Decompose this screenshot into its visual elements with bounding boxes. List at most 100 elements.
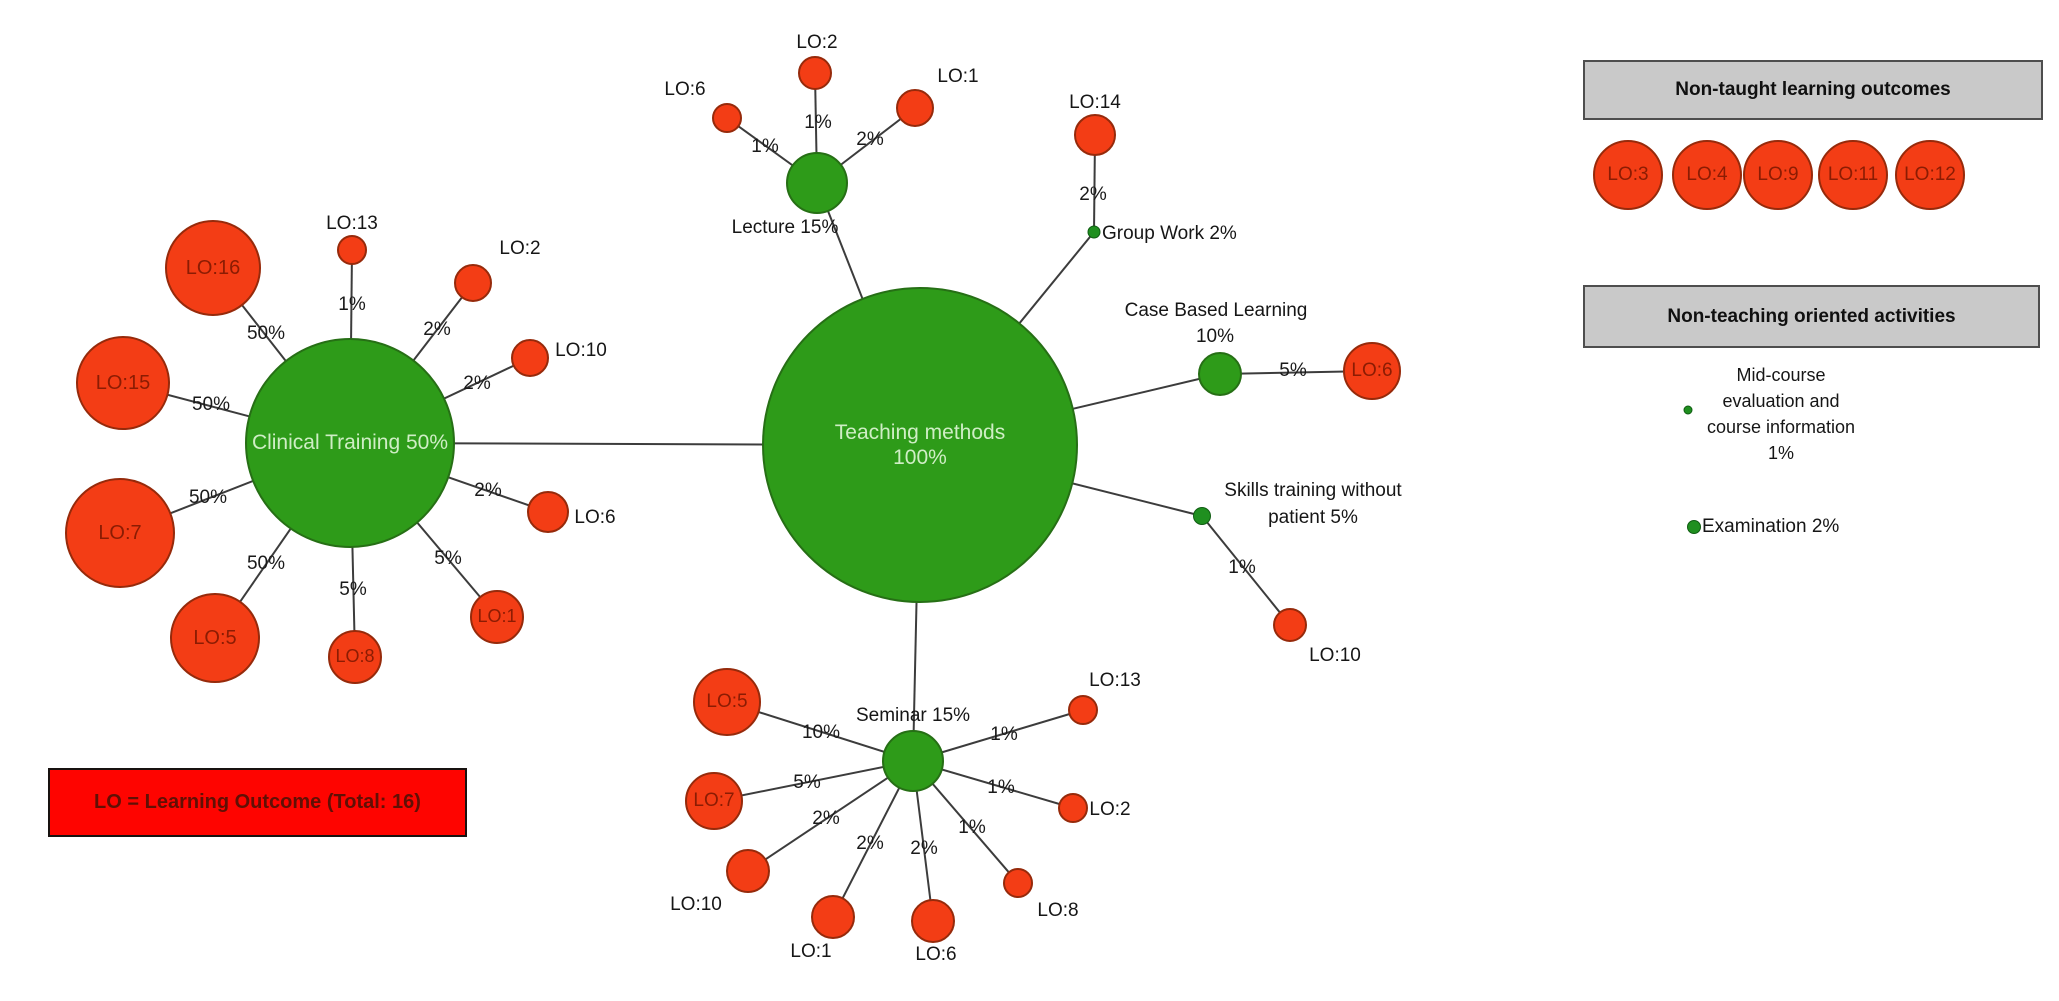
lo-label: LO:7: [98, 522, 142, 544]
node-legend-lo9: LO:9: [1743, 140, 1813, 210]
label-seminar-lo8: LO:8: [1037, 900, 1079, 921]
node-lecture-lo6: [712, 103, 742, 133]
lo-label: LO:11: [1827, 163, 1879, 185]
lo-label: LO:9: [1757, 163, 1799, 185]
lo-label: LO:4: [1686, 163, 1728, 185]
teaching-label-wrap: Teaching methods 100%: [835, 420, 1005, 470]
teaching-label: Teaching methods: [834, 420, 1006, 444]
node-clinical-lo16: LO:16: [165, 220, 261, 316]
node-seminar-lo8: [1003, 868, 1033, 898]
node-seminar-lo2: [1058, 793, 1088, 823]
pct-seminar-lo7: 5%: [793, 772, 821, 793]
node-seminar-lo6: [911, 899, 955, 943]
footnote-text: LO = Learning Outcome (Total: 16): [94, 791, 421, 813]
label-examination: Examination 2%: [1702, 516, 1840, 537]
label-groupwork-lo14: LO:14: [1069, 92, 1121, 113]
lo-label: LO:6: [1351, 359, 1393, 381]
pct-clinical-lo2: 2%: [423, 319, 451, 340]
pct-clinical-lo13: 1%: [338, 294, 366, 315]
pct-clinical-lo16: 50%: [246, 323, 286, 344]
node-legend-lo3: LO:3: [1593, 140, 1663, 210]
legend-non-taught-header: Non-taught learning outcomes: [1583, 60, 2043, 120]
node-lecture-lo1: [896, 89, 934, 127]
pct-seminar-lo5: 10%: [801, 722, 841, 743]
node-clinical-lo13: [337, 235, 367, 265]
lo-label: LO:15: [95, 372, 151, 394]
pct-clinical-lo5: 50%: [246, 553, 286, 574]
pct-seminar-lo1: 2%: [856, 833, 884, 854]
teaching-pct: 100%: [893, 446, 947, 469]
pct-seminar-lo2: 1%: [987, 777, 1015, 798]
node-group-work: [1087, 225, 1101, 239]
label-seminar: Seminar 15%: [855, 705, 971, 726]
label-seminar-lo6: LO:6: [915, 944, 957, 965]
node-case-lo6: LO:6: [1343, 342, 1401, 400]
edge-seminar-lo10: [747, 760, 914, 872]
label-group-work: Group Work 2%: [1102, 223, 1237, 244]
pct-seminar-lo8: 1%: [958, 817, 986, 838]
node-clinical-training: Clinical Training 50%: [245, 338, 455, 548]
node-skills-training: [1193, 507, 1211, 525]
pct-seminar-lo6: 2%: [910, 838, 938, 859]
label-skills-lo10: LO:10: [1309, 645, 1361, 666]
footnote-box: LO = Learning Outcome (Total: 16): [48, 768, 467, 837]
lo-label: LO:5: [706, 690, 748, 712]
node-clinical-lo1: LO:1: [470, 590, 524, 644]
pct-skills-lo10: 1%: [1228, 557, 1256, 578]
label-clinical-lo2: LO:2: [499, 238, 541, 259]
label-case-based-pct: 10%: [1195, 326, 1235, 347]
node-clinical-lo10: [511, 339, 549, 377]
lo-label: LO:12: [1904, 163, 1956, 185]
pct-clinical-lo8: 5%: [339, 579, 367, 600]
node-legend-lo4: LO:4: [1672, 140, 1742, 210]
label-lecture: Lecture 15%: [731, 217, 839, 238]
lo-label: LO:7: [693, 789, 735, 811]
node-seminar-lo13: [1068, 695, 1098, 725]
pct-seminar-lo13: 1%: [990, 724, 1018, 745]
label-case-based: Case Based Learning: [1124, 300, 1308, 321]
node-case-based-learning: [1198, 352, 1242, 396]
node-groupwork-lo14: [1074, 114, 1116, 156]
node-seminar: [882, 730, 944, 792]
label-seminar-lo1: LO:1: [790, 941, 832, 962]
label-lecture-lo2: LO:2: [796, 32, 838, 53]
node-lecture-lo2: [798, 56, 832, 90]
label-mid-course: Mid-course evaluation and course informa…: [1707, 362, 1855, 466]
node-seminar-lo7: LO:7: [685, 772, 743, 830]
legend-non-teaching-title: Non-teaching oriented activities: [1667, 305, 1956, 327]
pct-clinical-lo15: 50%: [191, 394, 231, 415]
node-lecture: [786, 152, 848, 214]
lo-label: LO:1: [477, 606, 517, 627]
label-seminar-lo10: LO:10: [670, 894, 722, 915]
node-skills-lo10: [1273, 608, 1307, 642]
label-lecture-lo1: LO:1: [937, 66, 979, 87]
mid-course-line2: evaluation and: [1722, 391, 1840, 411]
node-seminar-lo10: [726, 849, 770, 893]
node-clinical-lo5: LO:5: [170, 593, 260, 683]
node-teaching-methods: Teaching methods 100%: [762, 287, 1078, 603]
edge-skills-lo10: [1201, 515, 1291, 626]
edge-seminar-lo7: [713, 760, 914, 802]
lo-label: LO:8: [335, 646, 375, 667]
node-clinical-lo6: [527, 491, 569, 533]
label-lecture-lo6: LO:6: [664, 79, 706, 100]
pct-lecture-lo2: 1%: [804, 112, 832, 133]
node-mid-course-dot: [1683, 405, 1693, 415]
legend-non-taught-title: Non-taught learning outcomes: [1675, 79, 1951, 100]
pct-clinical-lo1: 5%: [434, 548, 462, 569]
mid-course-line4: 1%: [1767, 443, 1795, 463]
label-skills-line2: patient 5%: [1268, 507, 1358, 528]
label-clinical-lo6: LO:6: [574, 507, 616, 528]
node-clinical-lo2: [454, 264, 492, 302]
pct-groupwork-lo14: 2%: [1079, 184, 1107, 205]
pct-clinical-lo7: 50%: [188, 487, 228, 508]
mid-course-line3: course information: [1706, 417, 1856, 437]
mid-course-line1: Mid-course: [1736, 365, 1826, 385]
pct-clinical-lo6: 2%: [474, 480, 502, 501]
label-seminar-lo13: LO:13: [1089, 670, 1141, 691]
pct-clinical-lo10: 2%: [463, 373, 491, 394]
pct-seminar-lo10: 2%: [812, 808, 840, 829]
node-legend-lo12: LO:12: [1895, 140, 1965, 210]
label-clinical-lo10: LO:10: [555, 340, 607, 361]
